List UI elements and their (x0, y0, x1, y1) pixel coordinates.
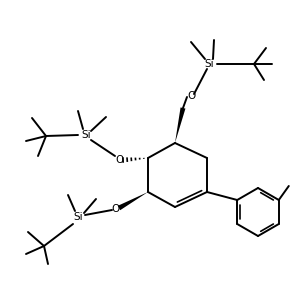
Text: O: O (112, 204, 120, 214)
Text: Si: Si (81, 130, 91, 140)
Text: O: O (115, 155, 123, 165)
Text: Si: Si (204, 59, 214, 69)
Polygon shape (175, 108, 185, 143)
Polygon shape (118, 192, 148, 210)
Text: O: O (187, 91, 195, 101)
Text: Si: Si (73, 212, 83, 222)
